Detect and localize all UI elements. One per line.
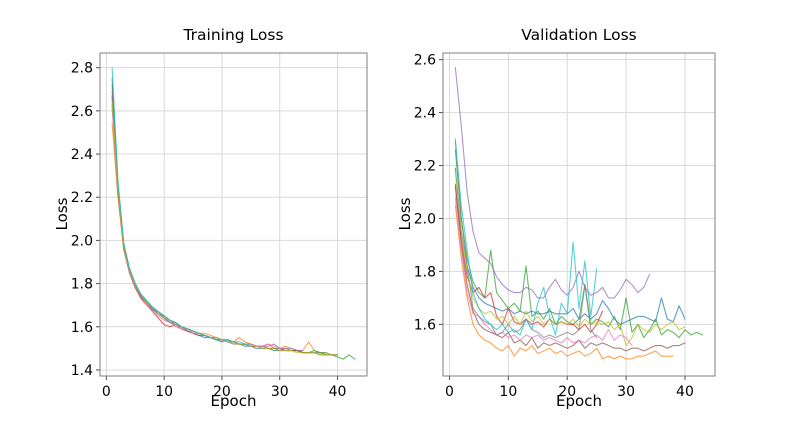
validation-loss-title: Validation Loss [521, 26, 637, 44]
series-line-3 [454, 149, 704, 339]
series-line-6 [454, 186, 686, 352]
series-group [454, 67, 704, 360]
y-tick-label: 2.4 [71, 147, 93, 163]
training-x-axis-label: Epoch [210, 392, 257, 410]
x-tick-label: 20 [213, 384, 231, 400]
y-tick-label: 1.6 [71, 320, 93, 336]
x-tick-label: 20 [558, 384, 576, 400]
x-tick-label: 40 [676, 384, 694, 400]
series-line-1 [454, 167, 686, 325]
y-tick-label: 1.6 [414, 317, 436, 333]
x-tick-label: 30 [271, 384, 289, 400]
series-line-8 [111, 97, 252, 347]
axes-spines [99, 52, 368, 377]
series-line-9 [111, 101, 339, 356]
series-line-2 [454, 204, 674, 360]
y-tick-label: 2.2 [71, 190, 93, 206]
y-tick-label: 2.4 [414, 106, 436, 122]
x-tick-label: 0 [445, 384, 454, 400]
y-tick-label: 1.8 [71, 277, 93, 293]
series-line-8 [454, 138, 598, 339]
y-tick-label: 2.8 [71, 61, 93, 77]
training-loss-title: Training Loss [183, 26, 284, 44]
series-group [111, 67, 356, 360]
training-y-axis-label: Loss [53, 197, 71, 231]
y-tick-label: 2.6 [414, 53, 436, 69]
series-line-9 [454, 170, 686, 347]
x-tick-label: 30 [617, 384, 635, 400]
series-line-1 [111, 77, 339, 356]
validation-y-axis-label: Loss [396, 197, 414, 231]
series-line-5 [454, 67, 651, 299]
series-line-6 [111, 103, 339, 356]
series-line-7 [111, 108, 287, 349]
y-tick-label: 2.0 [414, 211, 436, 227]
x-tick-label: 0 [102, 384, 111, 400]
y-tick-label: 2.0 [71, 233, 93, 249]
series-line-5 [111, 90, 304, 352]
series-line-7 [454, 196, 633, 347]
y-tick-label: 1.8 [414, 264, 436, 280]
series-line-4 [454, 183, 604, 333]
axes-spines [442, 52, 716, 377]
y-tick-label: 2.2 [414, 159, 436, 175]
y-tick-label: 1.4 [71, 363, 93, 379]
validation-x-axis-label: Epoch [556, 392, 602, 410]
x-tick-label: 40 [329, 384, 347, 400]
series-line-3 [111, 84, 356, 360]
series-line-10 [111, 67, 252, 345]
x-tick-label: 10 [155, 384, 173, 400]
series-line-2 [111, 123, 327, 354]
series-line-10 [454, 141, 598, 336]
y-tick-label: 2.6 [71, 104, 93, 120]
series-line-4 [111, 95, 258, 347]
x-tick-label: 10 [499, 384, 517, 400]
